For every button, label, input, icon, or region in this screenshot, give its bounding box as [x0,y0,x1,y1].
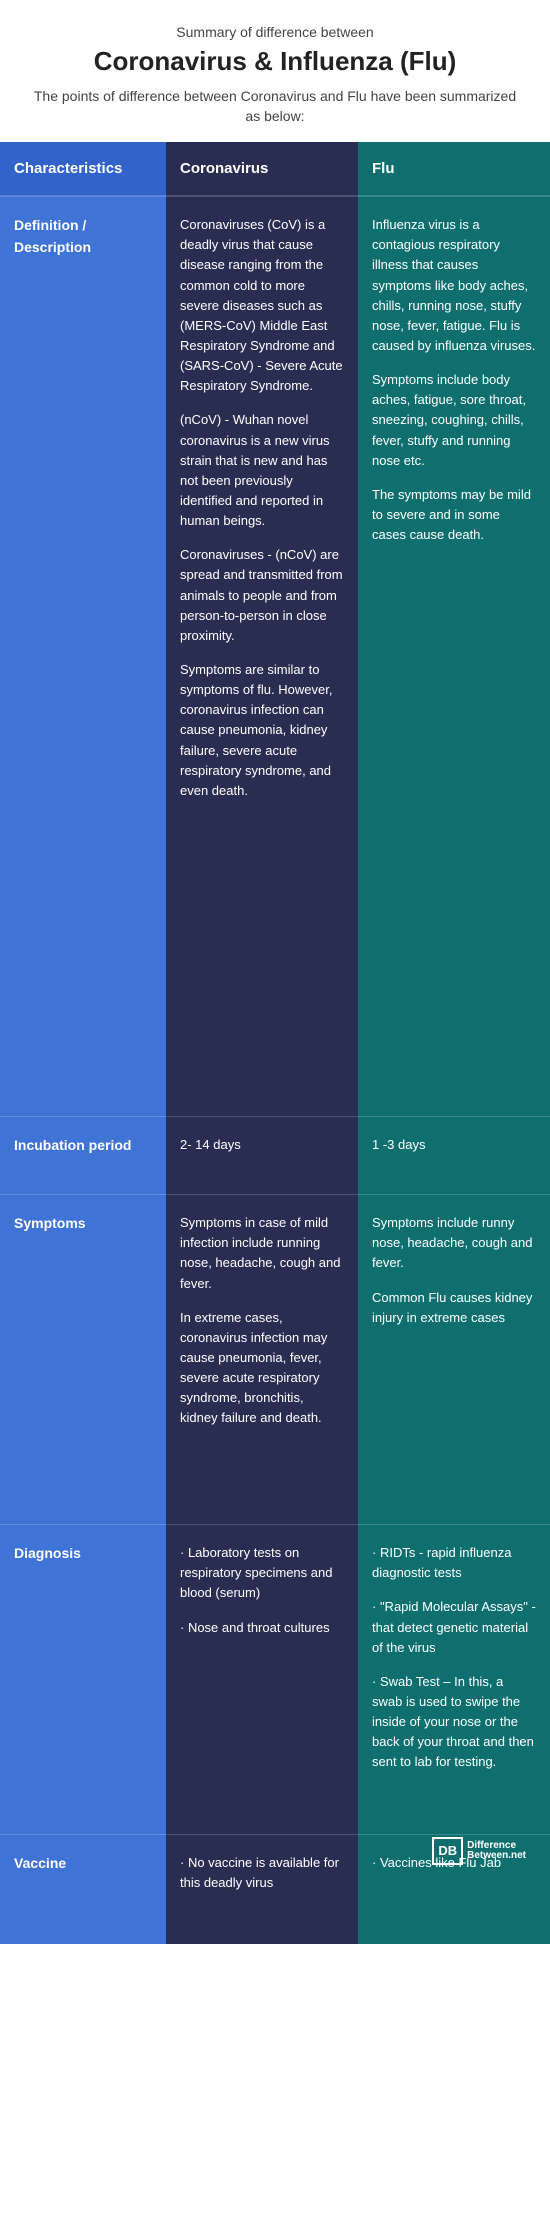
char-vaccine: Vaccine [0,1834,166,1944]
flu-diag-p2: · "Rapid Molecular Assays" - that detect… [372,1597,536,1657]
corona-definition: Coronaviruses (CoV) is a deadly virus th… [166,196,358,1116]
logo-text: Difference Between.net [467,1841,526,1861]
flu-sym-p1: Symptoms include runny nose, headache, c… [372,1213,536,1273]
subtitle-bottom: The points of difference between Coronav… [26,87,524,126]
logo-text-bottom: Between.net [467,1850,526,1861]
corona-def-p3: Coronaviruses - (nCoV) are spread and tr… [180,545,344,646]
flu-header: Flu [358,142,550,196]
corona-sym-p2: In extreme cases, coronavirus infection … [180,1308,344,1429]
corona-def-p4: Symptoms are similar to symptoms of flu.… [180,660,344,801]
flu-symptoms: Symptoms include runny nose, headache, c… [358,1194,550,1524]
corona-diagnosis: · Laboratory tests on respiratory specim… [166,1524,358,1834]
corona-header: Coronavirus [166,142,358,196]
subtitle-top: Summary of difference between [26,24,524,40]
corona-vaccine: · No vaccine is available for this deadl… [166,1834,358,1944]
flu-definition: Influenza virus is a contagious respirat… [358,196,550,1116]
corona-sym-p1: Symptoms in case of mild infection inclu… [180,1213,344,1294]
char-header: Characteristics [0,142,166,196]
corona-incubation: 2- 14 days [166,1116,358,1194]
flu-diagnosis: · RIDTs - rapid influenza diagnostic tes… [358,1524,550,1834]
corona-def-p1: Coronaviruses (CoV) is a deadly virus th… [180,215,344,396]
char-incubation: Incubation period [0,1116,166,1194]
char-diagnosis: Diagnosis [0,1524,166,1834]
page-header: Summary of difference between Coronaviru… [0,0,550,142]
corona-diag-p2: · Nose and throat cultures [180,1618,344,1638]
corona-diag-p1: · Laboratory tests on respiratory specim… [180,1543,344,1603]
page-title: Coronavirus & Influenza (Flu) [26,46,524,77]
corona-symptoms: Symptoms in case of mild infection inclu… [166,1194,358,1524]
infographic-page: Summary of difference between Coronaviru… [0,0,550,1944]
coronavirus-column: Coronavirus Coronaviruses (CoV) is a dea… [166,142,358,1944]
flu-def-p3: The symptoms may be mild to severe and i… [372,485,536,545]
flu-column: Flu Influenza virus is a contagious resp… [358,142,550,1944]
flu-def-p2: Symptoms include body aches, fatigue, so… [372,370,536,471]
characteristics-column: Characteristics Definition / Description… [0,142,166,1944]
flu-vaccine: · Vaccines like Flu Jab DB Difference Be… [358,1834,550,1944]
comparison-table: Characteristics Definition / Description… [0,142,550,1944]
flu-diag-p1: · RIDTs - rapid influenza diagnostic tes… [372,1543,536,1583]
char-definition: Definition / Description [0,196,166,1116]
flu-sym-p2: Common Flu causes kidney injury in extre… [372,1288,536,1328]
logo: DB Difference Between.net [432,1837,526,1865]
flu-diag-p3: · Swab Test – In this, a swab is used to… [372,1672,536,1773]
flu-incubation: 1 -3 days [358,1116,550,1194]
flu-def-p1: Influenza virus is a contagious respirat… [372,215,536,356]
logo-box: DB [432,1837,463,1865]
corona-def-p2: (nCoV) - Wuhan novel coronavirus is a ne… [180,410,344,531]
char-symptoms: Symptoms [0,1194,166,1524]
